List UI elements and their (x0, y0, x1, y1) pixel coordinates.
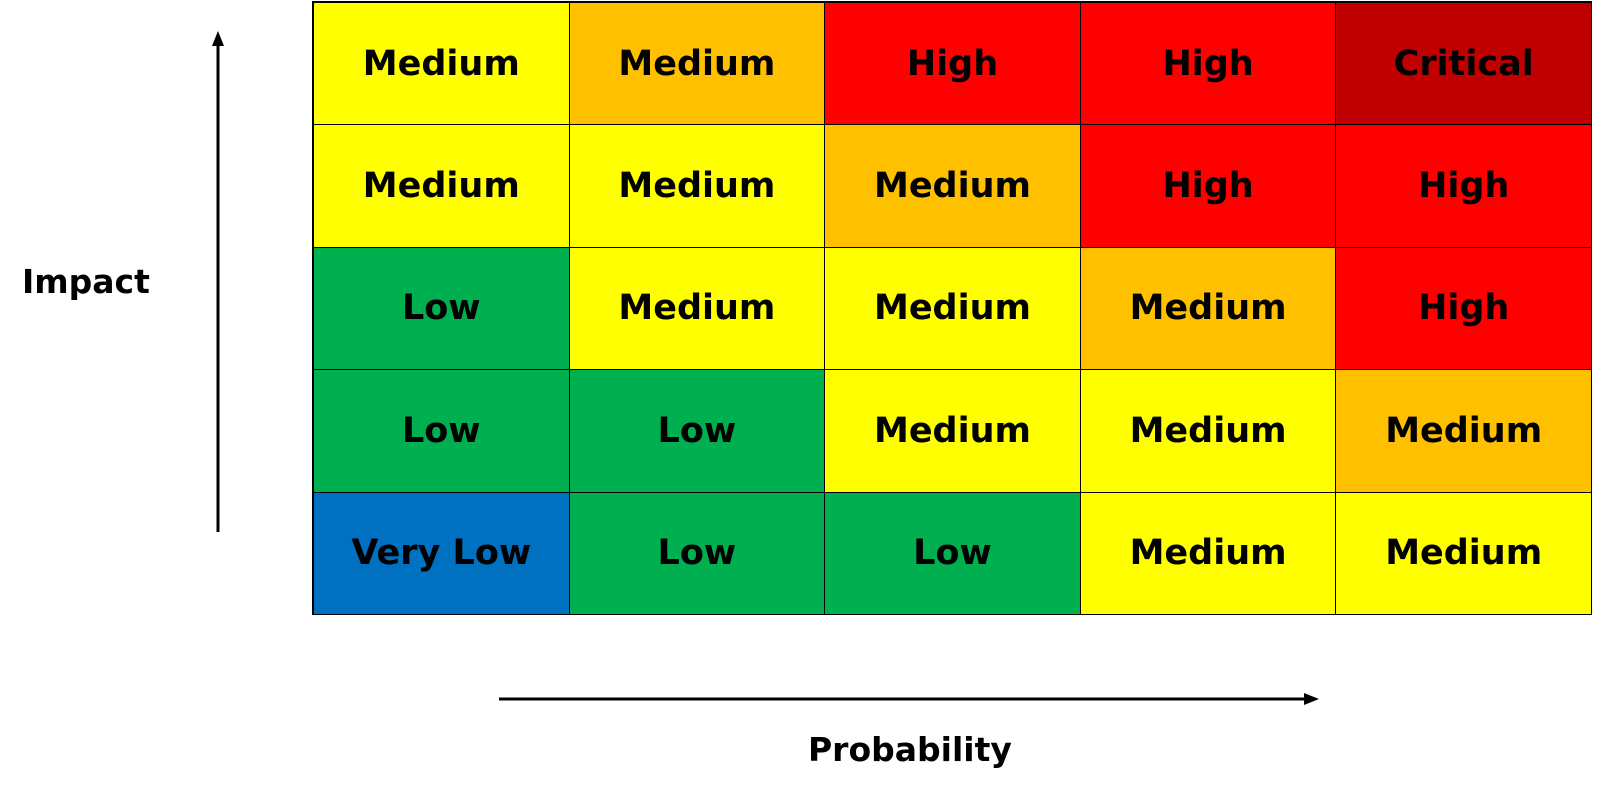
matrix-cell: Medium (825, 125, 1081, 248)
matrix-cell: High (1336, 247, 1592, 371)
matrix-cell: Low (569, 492, 826, 615)
probability-arrow-head (1304, 693, 1319, 705)
matrix-cell: Critical (1336, 3, 1592, 126)
matrix-cell: Medium (825, 370, 1081, 493)
matrix-cell: Medium (825, 247, 1081, 371)
matrix-cell: Medium (569, 3, 826, 126)
matrix-cell: High (825, 3, 1081, 126)
risk-matrix: Medium Medium High High Critical Medium … (312, 1, 1592, 615)
matrix-cell: Medium (1080, 492, 1337, 615)
matrix-cell: High (1080, 3, 1337, 126)
matrix-cell: Very Low (314, 492, 570, 615)
matrix-cell: High (1080, 125, 1337, 248)
matrix-cell: High (1336, 125, 1592, 248)
matrix-cell: Medium (569, 125, 826, 248)
matrix-cell: Medium (1080, 370, 1337, 493)
matrix-cell: Low (569, 370, 826, 493)
impact-arrow-head (212, 31, 224, 46)
matrix-cell: Medium (314, 125, 570, 248)
impact-axis-label: Impact (22, 262, 150, 301)
matrix-cell: Medium (314, 3, 570, 126)
matrix-cell: Low (314, 370, 570, 493)
matrix-cell: Medium (1080, 247, 1337, 371)
matrix-cell: Medium (1336, 370, 1592, 493)
matrix-cell: Medium (569, 247, 826, 371)
matrix-cell: Medium (1336, 492, 1592, 615)
probability-axis-label: Probability (808, 730, 1012, 769)
matrix-cell: Low (825, 492, 1081, 615)
matrix-cell: Low (314, 247, 570, 371)
